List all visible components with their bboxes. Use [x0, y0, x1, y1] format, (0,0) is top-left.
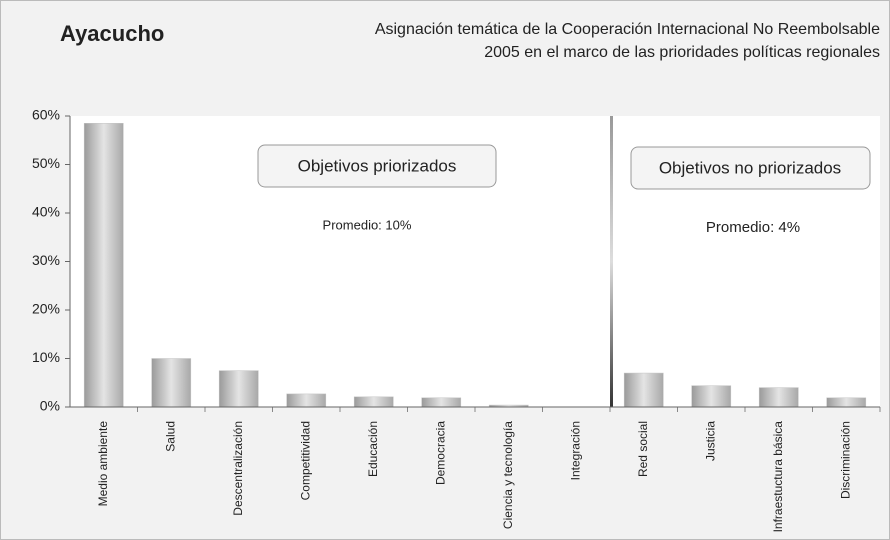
- group-label: Objetivos priorizados: [298, 156, 457, 175]
- y-tick-label: 60%: [32, 107, 60, 123]
- x-tick-label: Infraestuctura básica: [771, 421, 785, 533]
- bar: [826, 397, 867, 408]
- subtitle: 2005 en el marco de las prioridades polí…: [484, 44, 880, 61]
- x-tick-label: Educación: [366, 421, 380, 477]
- divider: [610, 116, 613, 407]
- bar: [691, 385, 732, 408]
- x-tick-label: Discriminación: [838, 421, 852, 499]
- bar: [218, 370, 259, 408]
- y-tick-label: 50%: [32, 155, 60, 171]
- bar: [83, 123, 124, 408]
- group-box: [630, 146, 871, 190]
- x-tick-label: Justicia: [703, 421, 717, 461]
- group-label: Objetivos no priorizados: [659, 158, 841, 177]
- x-tick-label: Descentralización: [231, 421, 245, 516]
- x-tick-label: Integración: [568, 421, 582, 480]
- bar: [286, 393, 327, 408]
- bar: [623, 372, 664, 408]
- y-tick-label: 10%: [32, 349, 60, 365]
- x-tick-label: Competitividad: [298, 421, 312, 500]
- subtitle: Asignación temática de la Cooperación In…: [375, 21, 880, 38]
- group-box: [257, 144, 497, 188]
- y-tick-label: 30%: [32, 252, 60, 268]
- x-tick-label: Red social: [636, 421, 650, 477]
- x-tick-label: Medio ambiente: [96, 421, 110, 507]
- y-tick-label: 40%: [32, 204, 60, 220]
- x-tick-label: Ciencia y tecnología: [501, 421, 515, 529]
- y-tick-label: 0%: [40, 398, 60, 414]
- y-tick-label: 20%: [32, 301, 60, 317]
- bar: [421, 397, 462, 408]
- x-tick-label: Democracia: [433, 421, 447, 485]
- chart-title: Ayacucho: [60, 21, 164, 46]
- bar: [353, 396, 394, 408]
- annotation: Promedio: 10%: [323, 217, 412, 232]
- bar: [758, 387, 799, 408]
- bar: [151, 358, 192, 408]
- annotation: Promedio: 4%: [706, 219, 800, 236]
- x-tick-label: Salud: [163, 421, 177, 452]
